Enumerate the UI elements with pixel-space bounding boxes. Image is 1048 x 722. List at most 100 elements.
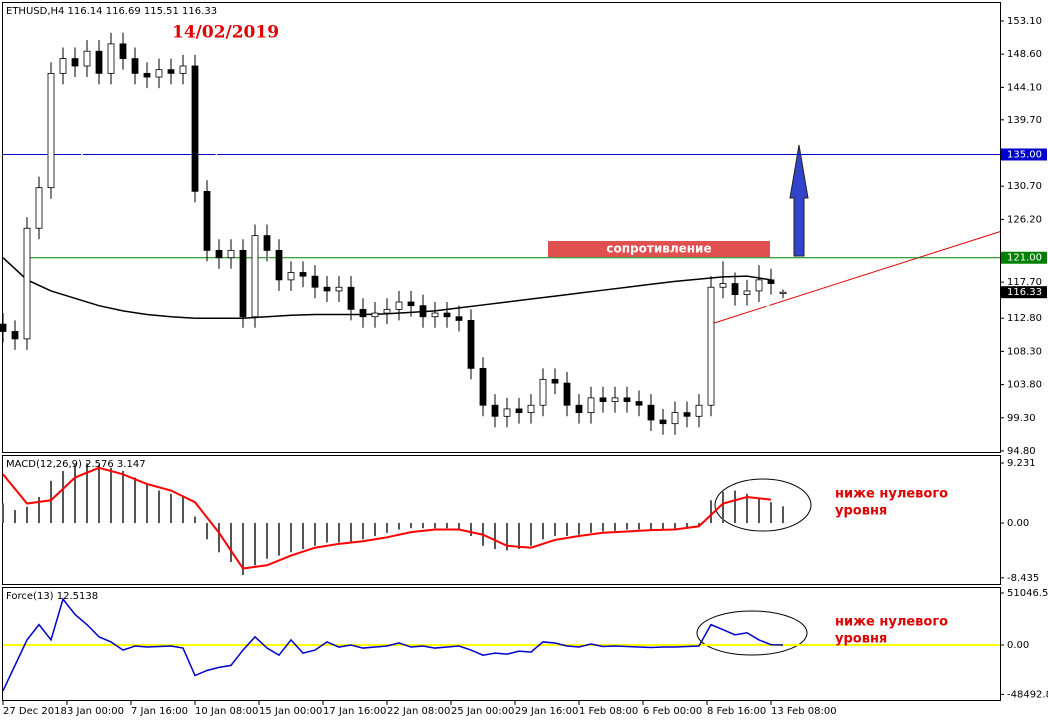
macd-bar	[686, 523, 688, 529]
macd-bar	[398, 523, 400, 530]
panel-title: Force(13) 12.5138	[6, 591, 98, 602]
macd-bar	[554, 523, 556, 537]
macd-bar	[242, 523, 244, 576]
candle-body	[587, 397, 595, 414]
candle-body	[671, 412, 679, 425]
candle-body	[527, 404, 535, 414]
force-highlight	[696, 610, 808, 656]
last-price-tag	[1001, 286, 1047, 299]
candle-body	[779, 291, 787, 294]
x-tick-label: 22 Jan 08:00	[387, 706, 450, 717]
macd-bar	[386, 523, 388, 533]
macd-bar	[638, 523, 640, 530]
candle-body	[71, 58, 79, 67]
y-tick-label: -8.435	[1007, 573, 1039, 584]
macd-bar	[446, 523, 448, 529]
x-tick-label: 6 Feb 00:00	[643, 706, 702, 717]
macd-bar	[662, 523, 664, 531]
macd-bar	[506, 523, 508, 551]
candle-body	[107, 43, 115, 74]
trend-line	[707, 231, 1001, 326]
y-tick-label: 9.231	[1007, 458, 1036, 469]
candle-body	[287, 272, 295, 281]
candle-body	[707, 286, 715, 406]
annotation: уровня	[835, 632, 887, 647]
macd-bar	[746, 493, 748, 524]
candle-body	[239, 249, 247, 318]
macd-bar	[182, 497, 184, 524]
candle-body	[59, 58, 67, 74]
candle-body	[623, 397, 631, 402]
candle-body	[335, 286, 343, 292]
candle-body	[611, 397, 619, 402]
y-tick-label: 94.80	[1007, 446, 1036, 457]
macd-bar	[206, 523, 208, 540]
candle-body	[155, 69, 163, 78]
candle-body	[191, 65, 199, 192]
candle-body	[359, 308, 367, 318]
macd-bar	[434, 523, 436, 529]
candle-body	[179, 65, 187, 74]
candle-body	[167, 69, 175, 74]
y-tick-label: 103.80	[1007, 380, 1042, 391]
x-tick-label: 15 Jan 00:00	[259, 706, 322, 717]
force-line	[2, 597, 784, 692]
candle-body	[11, 331, 19, 340]
force-frame	[2, 587, 1001, 701]
macd-bar	[62, 471, 64, 524]
macd-bar	[494, 523, 496, 550]
macd-bar	[110, 467, 112, 524]
plot-layer: 153.10 148.60 144.10 139.70 130.70 126.20 117.…	[0, 6, 1048, 717]
candle-body	[683, 412, 691, 417]
candle-body	[575, 404, 583, 414]
macd-bar	[2, 503, 4, 524]
candle-body	[503, 408, 511, 417]
macd-bar	[362, 523, 364, 540]
candle-body	[479, 367, 487, 406]
macd-bar	[530, 523, 532, 546]
macd-bar	[770, 502, 772, 524]
price-frame	[2, 2, 1001, 453]
candle-body	[599, 397, 607, 402]
x-tick-label: 29 Jan 16:00	[515, 706, 578, 717]
macd-bar	[710, 500, 712, 524]
annotation: ниже нулевого	[835, 615, 948, 630]
y-tick-label: 130.70	[1007, 181, 1042, 192]
x-tick-label: 3 Jan 00:00	[67, 706, 124, 717]
candle-body	[455, 316, 463, 321]
macd-bar	[578, 523, 580, 535]
level-tag	[1001, 148, 1047, 161]
macd-bar	[218, 523, 220, 553]
x-tick-label: 10 Jan 08:00	[195, 706, 258, 717]
candle-body	[323, 286, 331, 292]
macd-bar	[230, 523, 232, 563]
macd-bar	[302, 523, 304, 550]
macd-bar	[626, 523, 628, 530]
macd-bar	[566, 523, 568, 537]
macd-bar	[422, 523, 424, 529]
macd-bar	[674, 523, 676, 530]
x-tick-label: 17 Jan 16:00	[323, 706, 386, 717]
resistance-box	[548, 241, 770, 257]
candle-body	[119, 43, 127, 60]
candle-body	[251, 235, 259, 318]
y-tick-label: 153.10	[1007, 16, 1042, 27]
candle-body	[647, 404, 655, 421]
macd-bar	[38, 497, 40, 524]
macd-bar	[122, 471, 124, 524]
level-label: 135.00	[1007, 149, 1042, 160]
macd-bar	[74, 464, 76, 524]
candle-body	[407, 301, 415, 307]
candle-body	[563, 382, 571, 406]
y-tick-label: 117.70	[1007, 277, 1042, 288]
macd-bar	[314, 523, 316, 546]
y-tick-label: -48492.85	[1007, 689, 1048, 700]
date-annotation: 14/02/2019	[172, 23, 279, 43]
macd-bar	[266, 523, 268, 559]
annotation: уровня	[835, 504, 887, 519]
candle-body	[347, 286, 355, 310]
macd-bar	[290, 523, 292, 553]
macd-bar	[26, 506, 28, 524]
